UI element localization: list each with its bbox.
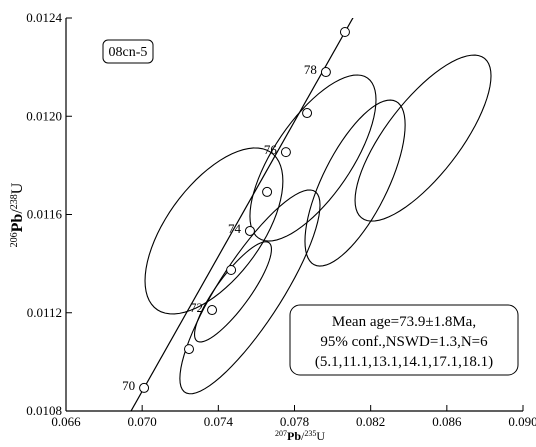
error-ellipse (144, 147, 284, 315)
y-label-part: 238 (9, 194, 20, 209)
age-label: 78 (304, 62, 317, 77)
age-label: 70 (122, 378, 135, 393)
y-label-part: Pb (9, 214, 26, 233)
age-label: 76 (264, 142, 278, 157)
x-tick-label: 0.086 (432, 414, 462, 429)
concordia-point (139, 382, 150, 393)
concordia-point (280, 147, 291, 158)
y-tick-label: 0.0108 (26, 403, 62, 418)
x-tick-label: 0.074 (204, 414, 234, 429)
y-label-part: 206 (9, 232, 20, 247)
y-label-part: U (9, 182, 26, 194)
annotation-line: (5.1,11.1,13.1,14.1,17.1,18.1) (315, 354, 493, 370)
x-axis-label: 207Pb/235U (275, 429, 325, 442)
x-label-part: U (316, 429, 325, 442)
concordia-point (320, 67, 331, 78)
error-ellipse (179, 189, 321, 395)
x-tick-label: 0.082 (356, 414, 385, 429)
y-label-part: / (9, 209, 26, 214)
y-tick-label: 0.0124 (26, 10, 62, 25)
x-tick-label: 0.066 (51, 414, 81, 429)
concordia-point (262, 186, 273, 197)
age-label: 72 (190, 300, 203, 315)
age-label: 74 (228, 221, 242, 236)
x-tick-label: 0.070 (128, 414, 157, 429)
error-ellipse (193, 241, 273, 343)
x-label-part: / (301, 429, 305, 442)
sample-label: 08cn-5 (109, 45, 148, 60)
concordia-point (184, 344, 195, 355)
concordia-point (339, 27, 350, 38)
error-ellipse (354, 54, 492, 222)
error-ellipse (249, 74, 377, 242)
y-axis-label: 206Pb/238U (9, 182, 26, 247)
x-label-part: Pb (287, 429, 301, 442)
concordia-curve (130, 18, 354, 411)
error-ellipse (304, 99, 406, 267)
x-tick-label: 0.078 (280, 414, 309, 429)
y-tick-label: 0.0116 (27, 207, 63, 222)
concordia-point (207, 305, 218, 316)
x-label-part: 207 (275, 429, 287, 438)
y-tick-label: 0.0112 (27, 305, 62, 320)
y-tick-label: 0.0120 (26, 108, 62, 123)
annotation-line: 95% conf.,NSWD=1.3,N=6 (320, 334, 488, 350)
concordia-point (226, 265, 237, 276)
concordia-point (302, 108, 313, 119)
sample-label-box (102, 39, 154, 64)
x-label-part: 235 (304, 429, 316, 438)
plot-area (130, 18, 492, 411)
x-tick-label: 0.090 (508, 414, 536, 429)
annotation-line: Mean age=73.9±1.8Ma, (332, 314, 476, 330)
concordia-point (244, 225, 255, 236)
annotation-box (289, 304, 519, 376)
